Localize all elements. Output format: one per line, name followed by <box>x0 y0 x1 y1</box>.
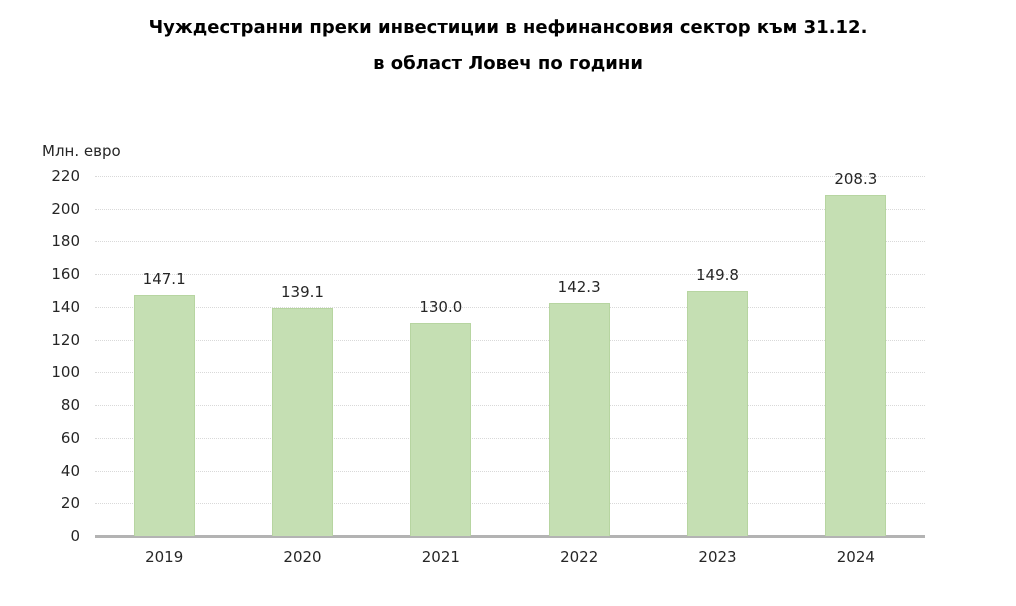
x-tick-label-2020: 2020 <box>283 548 322 566</box>
gridline-160 <box>95 274 925 276</box>
y-tick-label-200: 200 <box>51 199 80 218</box>
gridline-60 <box>95 437 925 439</box>
bar-2020 <box>272 308 333 536</box>
gridline-80 <box>95 405 925 407</box>
bar-value-label-2019: 147.1 <box>142 270 186 289</box>
gridline-220 <box>95 176 925 177</box>
gridline-200 <box>95 208 925 210</box>
bar-value-label-2023: 149.8 <box>696 265 739 284</box>
gridline-100 <box>95 372 925 374</box>
chart-title: Чуждестранни преки инвестиции в нефинанс… <box>0 10 1016 82</box>
bar-value-label-2021: 130.0 <box>419 298 463 317</box>
x-tick-label-2021: 2021 <box>421 548 460 566</box>
bar-2024 <box>825 195 887 536</box>
bar-value-label-2024: 208.3 <box>834 170 878 189</box>
x-tick-label-2022: 2022 <box>560 548 599 566</box>
y-tick-label-120: 120 <box>51 330 80 349</box>
gridline-140 <box>95 306 925 308</box>
bar-2021 <box>410 323 472 536</box>
y-tick-label-0: 0 <box>70 527 80 545</box>
y-tick-label-40: 40 <box>60 461 80 480</box>
y-tick-label-180: 180 <box>51 232 80 251</box>
gridline-180 <box>95 241 925 243</box>
gridline-40 <box>95 470 925 472</box>
y-axis-unit-label: Млн. евро <box>42 142 121 160</box>
x-tick-label-2019: 2019 <box>145 548 184 566</box>
gridline-120 <box>95 339 925 341</box>
bar-2019 <box>133 295 195 536</box>
chart-title-line-1: Чуждестранни преки инвестиции в нефинанс… <box>148 17 868 38</box>
chart-title-line-2: в област Ловеч по години <box>373 53 643 74</box>
plot-area: 0 20 40 60 80 100 120 140 160 180 200 220 147.1 2019 1… <box>51 167 925 566</box>
y-tick-label-100: 100 <box>51 363 80 382</box>
bar-2023 <box>687 290 748 536</box>
y-tick-label-60: 60 <box>60 428 80 447</box>
y-tick-label-220: 220 <box>51 167 80 185</box>
bar-2022 <box>548 303 610 536</box>
x-tick-label-2023: 2023 <box>698 548 737 566</box>
y-tick-label-160: 160 <box>51 265 80 284</box>
bar-value-label-2022: 142.3 <box>557 278 601 297</box>
y-tick-label-140: 140 <box>51 297 80 316</box>
bar-value-label-2020: 139.1 <box>281 283 324 302</box>
gridline-20 <box>95 503 925 505</box>
x-axis-line <box>95 535 925 538</box>
y-tick-label-20: 20 <box>60 494 80 513</box>
x-tick-label-2024: 2024 <box>836 548 875 566</box>
y-tick-label-80: 80 <box>60 396 80 415</box>
